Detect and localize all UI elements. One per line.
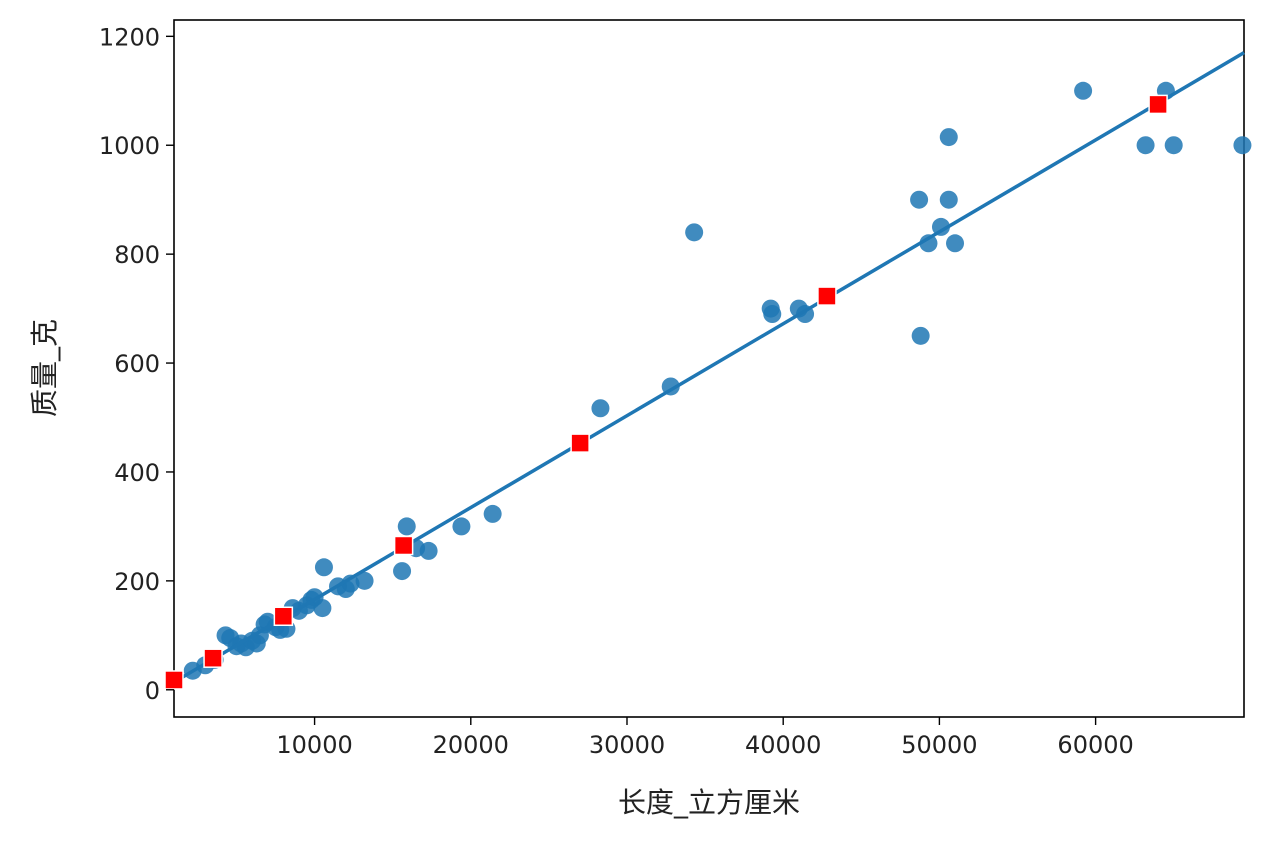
data-point [939,128,958,147]
x-axis-label: 长度_立方厘米 [618,786,800,819]
data-point [591,399,610,418]
prediction-point [203,648,223,668]
x-tick-label: 50000 [901,731,977,759]
regression-line [173,51,1245,684]
data-point [1136,136,1155,155]
y-tick-label: 0 [145,677,160,705]
data-point [1164,136,1183,155]
prediction-point [817,286,837,306]
y-tick-label: 1000 [99,132,160,160]
x-axis-ticks: 10000 20000 30000 40000 50000 60000 [276,717,1134,759]
data-point [1074,81,1093,100]
data-point [313,599,332,618]
data-point [483,504,502,523]
x-tick-label: 40000 [745,731,821,759]
x-tick-label: 20000 [433,731,509,759]
data-point [939,190,958,209]
y-axis-ticks: 0 200 400 600 800 1000 1200 [99,23,174,705]
x-tick-label: 30000 [589,731,665,759]
x-tick-label: 60000 [1057,731,1133,759]
y-tick-label: 1200 [99,23,160,51]
y-tick-label: 600 [114,350,160,378]
data-point [910,190,929,209]
data-point [397,517,416,536]
data-point [919,234,938,253]
data-point [685,223,704,242]
prediction-point [393,535,414,556]
prediction-point [164,670,184,690]
data-point [355,571,374,590]
y-tick-label: 800 [114,241,160,269]
x-tick-label: 10000 [276,731,352,759]
data-point [1233,136,1252,155]
data-point [314,558,333,577]
data-point [931,217,950,236]
data-point [763,305,782,324]
data-point [911,326,930,345]
data-point [419,541,438,560]
prediction-point [1148,94,1168,115]
data-point [393,562,412,581]
chart-marks [164,51,1252,690]
prediction-point [273,606,294,627]
prediction-point [570,433,590,453]
y-axis-label: 质量_克 [28,319,61,417]
data-point [452,517,471,536]
y-tick-label: 200 [114,568,160,596]
y-tick-label: 400 [114,459,160,487]
data-point [946,234,965,253]
